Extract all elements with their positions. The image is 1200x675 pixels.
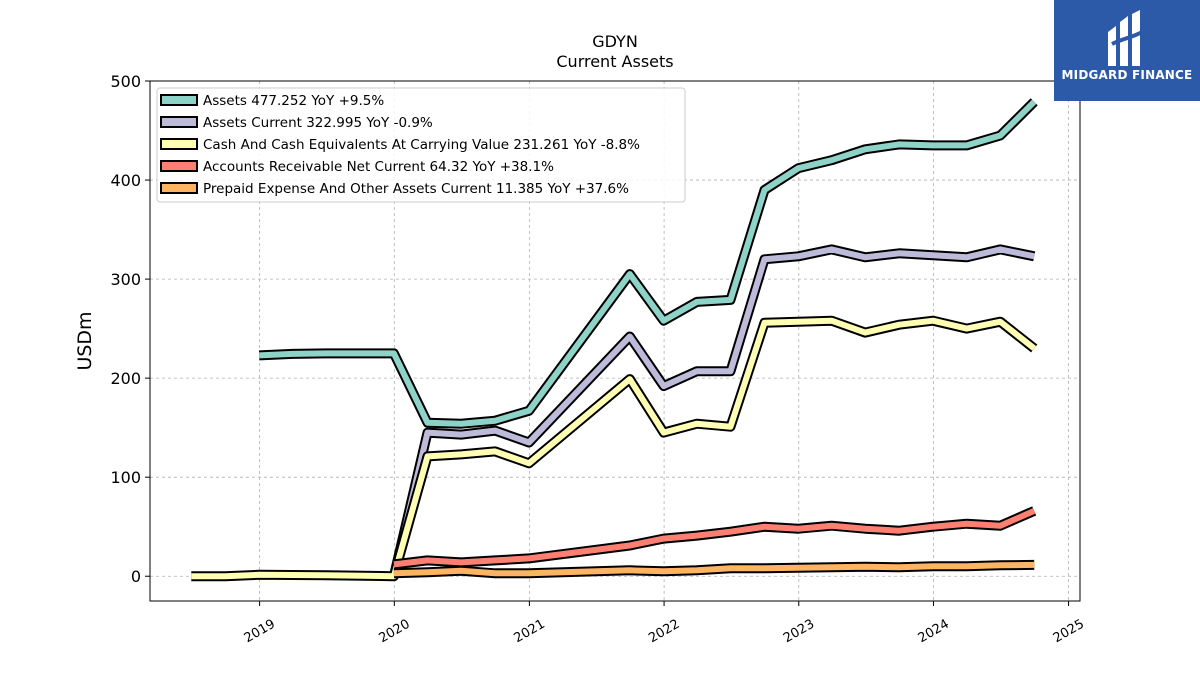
- y-tick-label: 100: [110, 468, 141, 487]
- y-tick-label: 500: [110, 72, 141, 91]
- legend-swatch: [160, 138, 198, 150]
- x-tick-label: 2025: [1051, 617, 1087, 647]
- logo-text: MIDGARD FINANCE: [1061, 68, 1193, 82]
- legend-label: Accounts Receivable Net Current 64.32 Yo…: [203, 159, 554, 175]
- chart-title: GDYN: [592, 32, 638, 51]
- legend-box: [156, 87, 686, 203]
- x-tick-label: 2021: [512, 617, 548, 647]
- series-line: [258, 98, 1038, 429]
- legend-label: Cash And Cash Equivalents At Carrying Va…: [203, 137, 640, 153]
- series-line: [389, 244, 1036, 578]
- series-line-fill: [393, 508, 1036, 568]
- legend-item: Assets Current 322.995 YoY -0.9%: [160, 115, 433, 131]
- legend-swatch: [160, 182, 198, 194]
- legend-item: Assets 477.252 YoY +9.5%: [160, 93, 384, 109]
- series-line-fill: [390, 246, 1035, 577]
- x-tick-label: 2020: [376, 617, 412, 647]
- legend-item: Cash And Cash Equivalents At Carrying Va…: [160, 137, 640, 153]
- legend-label: Assets Current 322.995 YoY -0.9%: [203, 115, 433, 131]
- plot-frame: [149, 80, 1081, 602]
- series-line-fill: [393, 561, 1035, 577]
- series-line-fill: [259, 99, 1037, 427]
- chart-subtitle: Current Assets: [556, 52, 673, 71]
- y-axis: 0 100 200 300 400 500: [110, 72, 150, 586]
- series-line: [393, 506, 1037, 570]
- x-tick-label: 2019: [242, 617, 278, 647]
- logo-mark-icon: [1108, 10, 1147, 66]
- y-axis-label: USDm: [74, 311, 96, 370]
- series-layer: [191, 98, 1038, 582]
- legend-item: Accounts Receivable Net Current 64.32 Yo…: [160, 159, 554, 175]
- legend-label: Assets 477.252 YoY +9.5%: [203, 93, 384, 109]
- y-tick-label: 400: [110, 171, 141, 190]
- series-line-outline: [393, 506, 1037, 570]
- legend-swatch: [160, 94, 198, 106]
- x-tick-label: 2022: [646, 617, 682, 647]
- legend: Assets 477.252 YoY +9.5% Assets Current 3…: [156, 87, 686, 203]
- x-tick-label: 2024: [916, 617, 952, 647]
- series-line: [191, 315, 1038, 582]
- x-axis: 2019 2020 2021 2022 2023 2024 2025: [242, 601, 1087, 646]
- legend-swatch: [160, 116, 198, 128]
- y-tick-label: 200: [110, 369, 141, 388]
- legend-label: Prepaid Expense And Other Assets Current…: [203, 181, 629, 197]
- y-tick-label: 300: [110, 270, 141, 289]
- series-line-fill: [191, 317, 1037, 580]
- legend-swatch: [160, 160, 198, 172]
- y-tick-label: 0: [131, 567, 141, 586]
- x-tick-label: 2023: [781, 617, 817, 647]
- brand-logo: MIDGARD FINANCE: [1054, 0, 1200, 101]
- legend-item: Prepaid Expense And Other Assets Current…: [160, 181, 629, 197]
- series-line: [393, 559, 1035, 579]
